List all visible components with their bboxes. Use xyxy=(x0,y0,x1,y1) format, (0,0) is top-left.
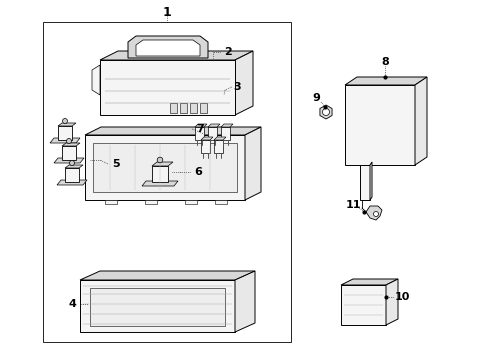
Polygon shape xyxy=(65,165,83,168)
Polygon shape xyxy=(57,180,87,185)
Bar xyxy=(200,103,207,113)
Polygon shape xyxy=(415,77,427,165)
Circle shape xyxy=(373,212,378,216)
Polygon shape xyxy=(152,166,168,182)
Polygon shape xyxy=(85,127,261,135)
Bar xyxy=(190,103,197,113)
Polygon shape xyxy=(62,143,80,146)
Polygon shape xyxy=(80,271,255,280)
Polygon shape xyxy=(221,127,230,140)
Polygon shape xyxy=(50,138,80,143)
Polygon shape xyxy=(85,135,245,200)
Polygon shape xyxy=(235,51,253,115)
Polygon shape xyxy=(345,85,415,165)
Text: 8: 8 xyxy=(381,57,389,67)
Circle shape xyxy=(322,108,329,116)
Polygon shape xyxy=(54,158,84,163)
Bar xyxy=(43,22,291,342)
Polygon shape xyxy=(208,127,217,140)
Polygon shape xyxy=(80,280,235,332)
Polygon shape xyxy=(366,206,382,220)
Polygon shape xyxy=(201,137,213,140)
Bar xyxy=(350,140,410,150)
Circle shape xyxy=(157,157,163,163)
Bar xyxy=(350,120,410,130)
Polygon shape xyxy=(235,271,255,332)
Polygon shape xyxy=(245,127,261,200)
Polygon shape xyxy=(58,123,76,126)
Polygon shape xyxy=(195,124,207,127)
Polygon shape xyxy=(221,124,233,127)
Bar xyxy=(180,103,187,113)
Polygon shape xyxy=(100,51,253,60)
Text: 11: 11 xyxy=(345,200,361,210)
Text: 2: 2 xyxy=(224,47,232,57)
Bar xyxy=(93,143,237,192)
Bar xyxy=(350,100,410,110)
Polygon shape xyxy=(62,146,76,160)
Text: 3: 3 xyxy=(233,82,241,92)
Polygon shape xyxy=(201,140,210,153)
Polygon shape xyxy=(214,137,226,140)
Polygon shape xyxy=(92,65,100,95)
Text: 6: 6 xyxy=(194,167,202,177)
Polygon shape xyxy=(341,279,398,285)
Polygon shape xyxy=(152,162,173,166)
Polygon shape xyxy=(386,279,398,325)
Polygon shape xyxy=(145,200,157,204)
Circle shape xyxy=(70,161,74,166)
Polygon shape xyxy=(195,127,204,140)
Polygon shape xyxy=(370,162,372,200)
Text: 4: 4 xyxy=(68,299,76,309)
Text: 10: 10 xyxy=(394,292,410,302)
Bar xyxy=(170,103,177,113)
Circle shape xyxy=(63,118,68,123)
Text: 7: 7 xyxy=(196,124,204,134)
Text: 5: 5 xyxy=(112,159,120,169)
Polygon shape xyxy=(360,165,370,200)
Polygon shape xyxy=(345,77,427,85)
Polygon shape xyxy=(128,36,208,58)
Polygon shape xyxy=(136,40,200,56)
Circle shape xyxy=(67,139,72,144)
Polygon shape xyxy=(100,60,235,115)
Polygon shape xyxy=(215,200,227,204)
Polygon shape xyxy=(185,200,197,204)
Polygon shape xyxy=(320,105,332,119)
Text: 9: 9 xyxy=(312,93,320,103)
Polygon shape xyxy=(341,285,386,325)
Polygon shape xyxy=(208,124,220,127)
Polygon shape xyxy=(65,168,79,182)
Text: 1: 1 xyxy=(163,5,172,18)
Polygon shape xyxy=(142,181,178,186)
Bar xyxy=(90,288,225,326)
Polygon shape xyxy=(105,200,117,204)
Polygon shape xyxy=(214,140,223,153)
Polygon shape xyxy=(58,126,72,140)
